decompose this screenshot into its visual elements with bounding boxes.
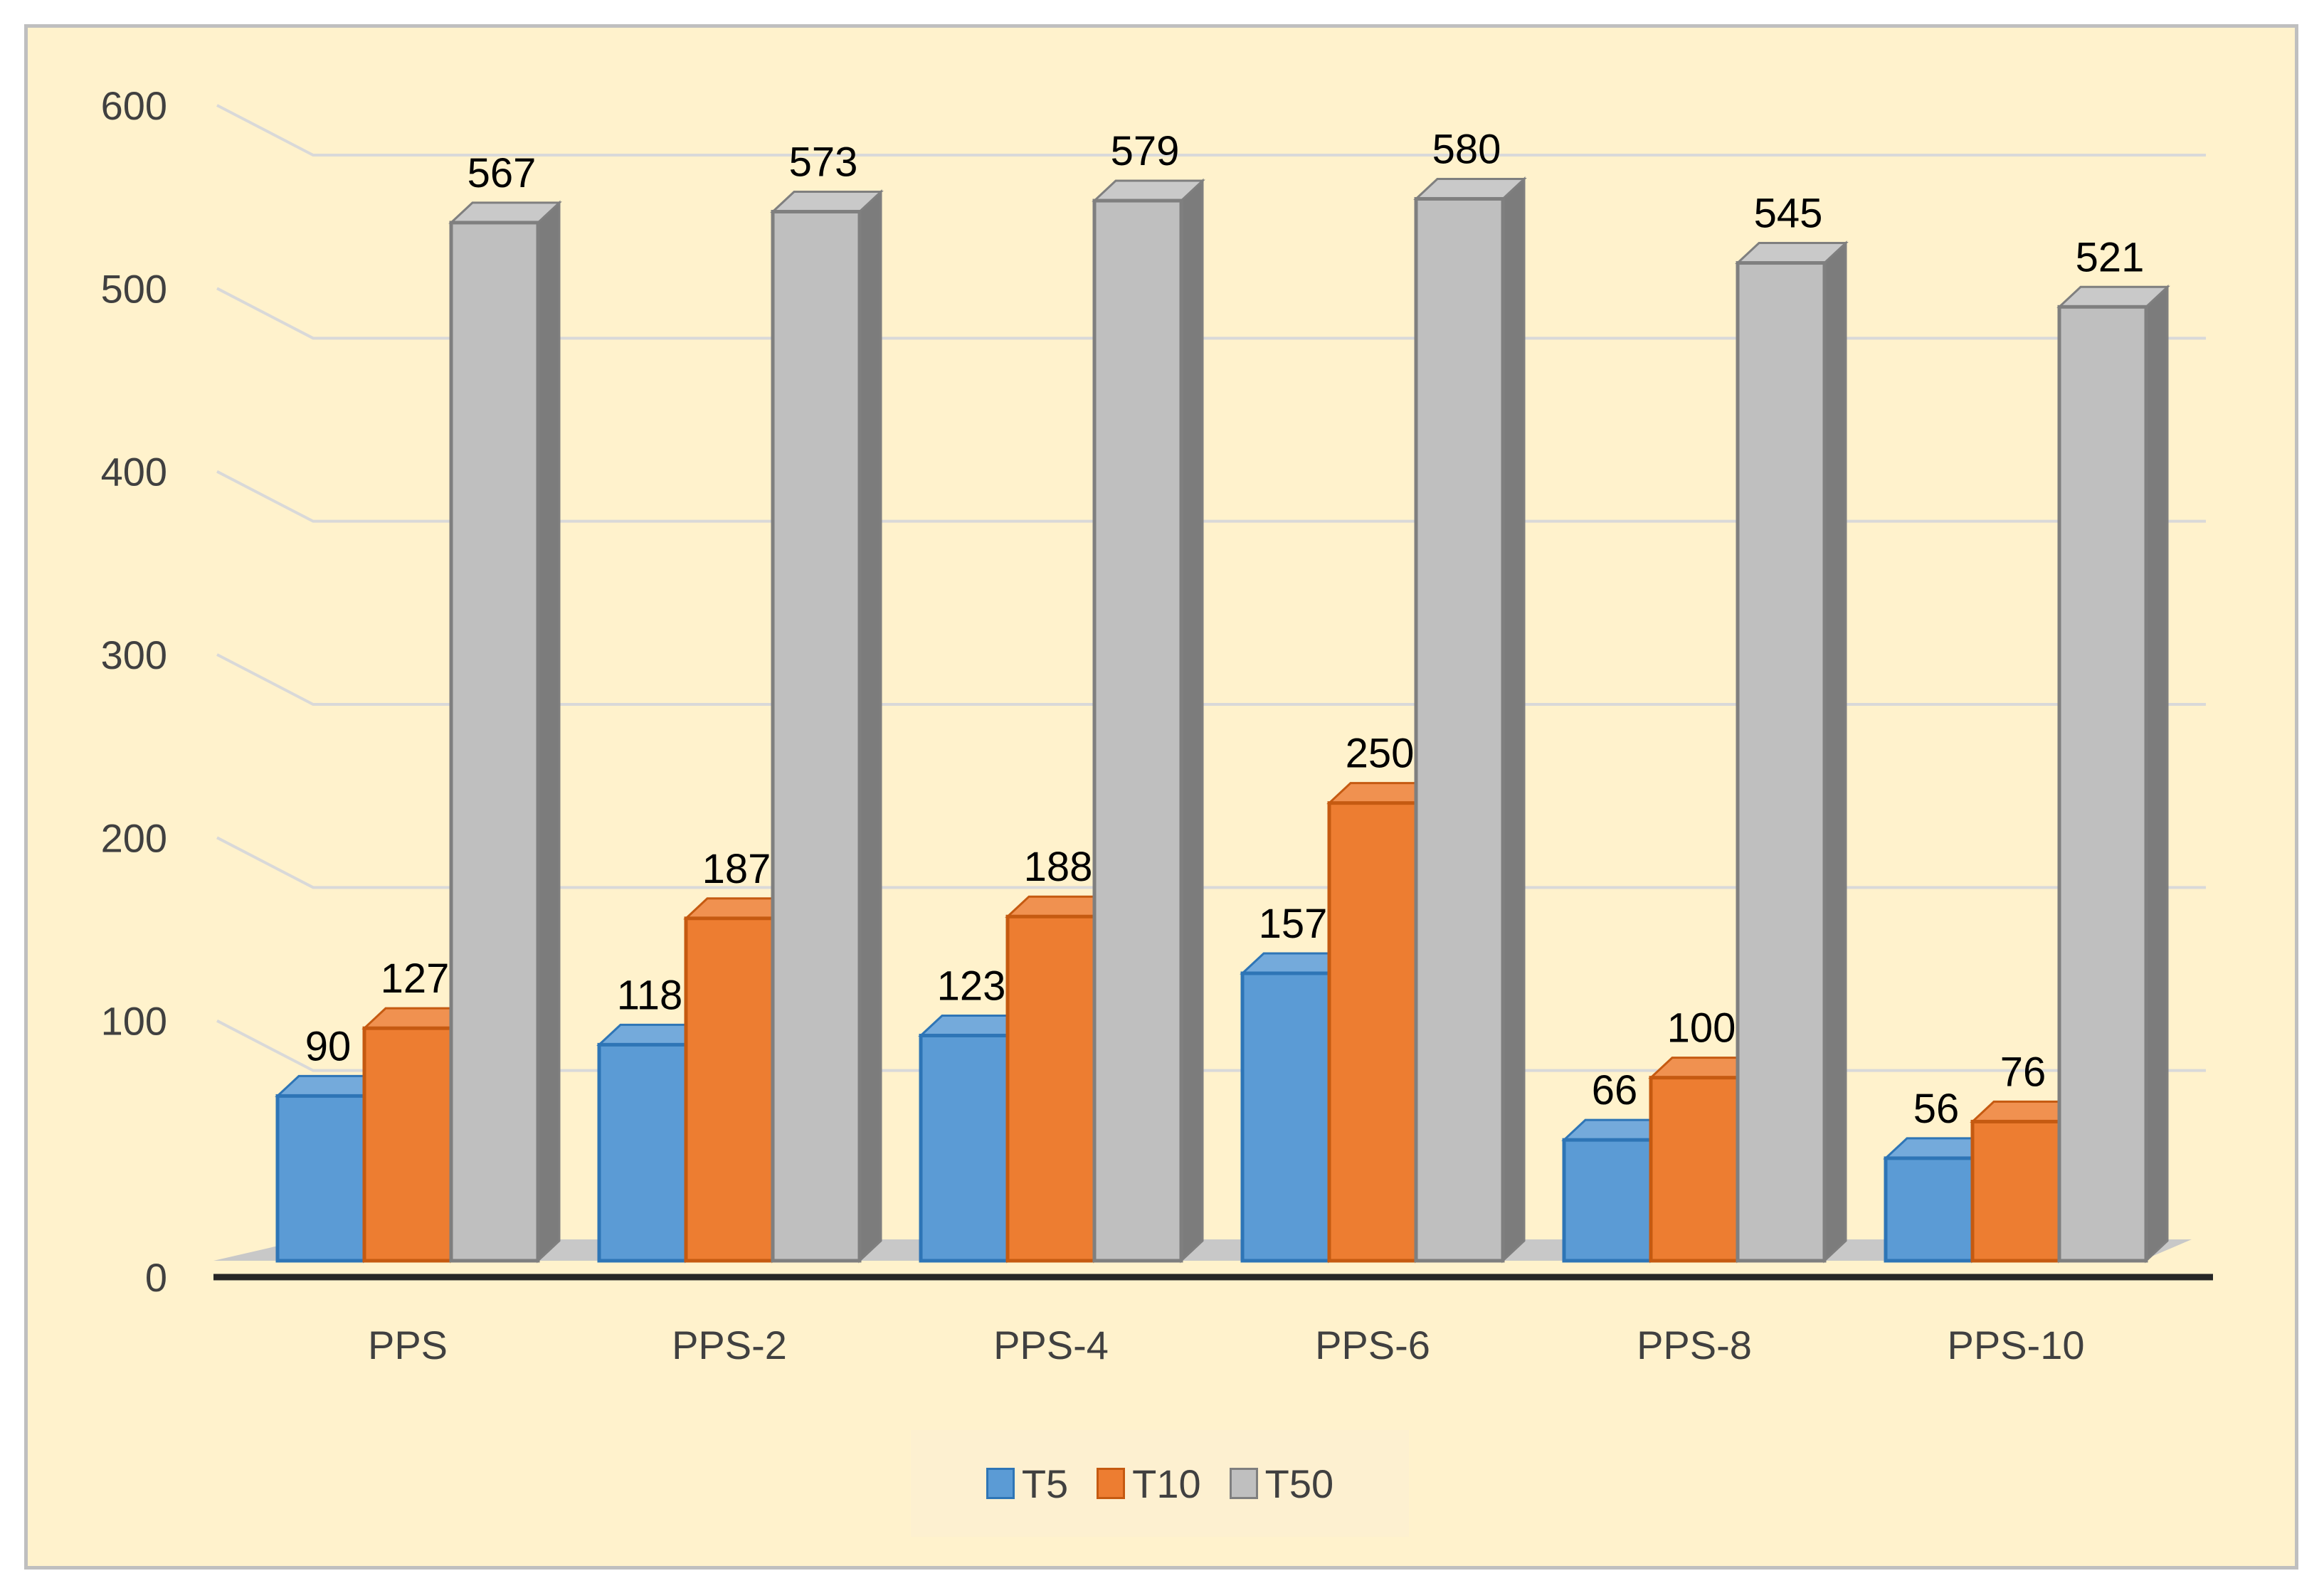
data-label-t5: 56 bbox=[1913, 1086, 1960, 1132]
bar-t50 bbox=[2057, 305, 2148, 1263]
bar-t5 bbox=[275, 1094, 366, 1263]
gridline bbox=[216, 104, 2206, 157]
gridline bbox=[216, 836, 2206, 889]
bar-t50 bbox=[1414, 196, 1505, 1263]
data-label-t10: 188 bbox=[1024, 844, 1093, 890]
bar-t10 bbox=[1005, 914, 1097, 1263]
data-label-t50: 580 bbox=[1432, 126, 1501, 172]
data-label-t10: 187 bbox=[702, 846, 771, 892]
gridline bbox=[216, 653, 2206, 706]
bar-side-t50 bbox=[858, 189, 882, 1264]
bar-side-t50 bbox=[1180, 178, 1204, 1264]
legend-item-t5: T5 bbox=[986, 1461, 1068, 1507]
legend-swatch-t5 bbox=[986, 1468, 1015, 1499]
bar-t10 bbox=[1649, 1076, 1740, 1263]
y-tick-label: 400 bbox=[101, 450, 167, 494]
bar-t10 bbox=[684, 916, 775, 1263]
y-tick-label: 300 bbox=[101, 633, 167, 677]
bar-t10 bbox=[362, 1026, 453, 1263]
data-label-t50: 521 bbox=[2076, 234, 2145, 280]
bar-t10 bbox=[1970, 1119, 2061, 1263]
bar-t5 bbox=[1884, 1156, 1975, 1263]
data-label-t10: 127 bbox=[381, 956, 450, 1002]
bar-side-t50 bbox=[2145, 284, 2169, 1264]
gridline bbox=[216, 1019, 2206, 1072]
data-label-t10: 250 bbox=[1346, 731, 1415, 777]
data-label-t50: 545 bbox=[1754, 191, 1823, 237]
legend-swatch-t10 bbox=[1097, 1468, 1126, 1499]
data-label-t5: 90 bbox=[305, 1023, 352, 1069]
legend-item-t10: T10 bbox=[1097, 1461, 1201, 1507]
y-tick-label: 200 bbox=[101, 815, 167, 860]
x-tick-label: PPS-6 bbox=[1315, 1323, 1430, 1367]
bar-t50 bbox=[1092, 199, 1183, 1263]
bar-t5 bbox=[919, 1033, 1010, 1263]
y-tick-label: 500 bbox=[101, 266, 167, 311]
legend-label-t50: T50 bbox=[1264, 1461, 1334, 1506]
x-tick-label: PPS-10 bbox=[1948, 1323, 2085, 1367]
y-tick-label: 0 bbox=[145, 1255, 167, 1300]
legend-swatch-t50 bbox=[1229, 1468, 1258, 1499]
bar-t5 bbox=[1562, 1138, 1653, 1263]
legend: T5 T10 T50 bbox=[911, 1430, 1409, 1537]
bar-side-t50 bbox=[1823, 240, 1847, 1264]
data-label-t10: 76 bbox=[2000, 1049, 2046, 1095]
legend-label-t5: T5 bbox=[1021, 1461, 1069, 1506]
bar-t10 bbox=[1327, 801, 1418, 1263]
x-tick-label: PPS bbox=[368, 1323, 448, 1367]
x-tick-label: PPS-8 bbox=[1637, 1323, 1752, 1367]
bar-t5 bbox=[597, 1042, 688, 1263]
bar-t50 bbox=[1736, 261, 1827, 1263]
y-tick-label: 100 bbox=[101, 999, 167, 1044]
data-label-t50: 567 bbox=[468, 150, 537, 196]
y-tick-label: 600 bbox=[101, 83, 167, 128]
data-label-t5: 118 bbox=[617, 972, 682, 1018]
bar-t5 bbox=[1240, 971, 1331, 1263]
x-tick-label: PPS-2 bbox=[672, 1323, 787, 1367]
legend-label-t10: T10 bbox=[1132, 1461, 1201, 1506]
bar-side-t50 bbox=[1501, 176, 1526, 1264]
legend-item-t50: T50 bbox=[1229, 1461, 1334, 1507]
gridline bbox=[216, 470, 2206, 523]
data-label-t50: 573 bbox=[789, 139, 858, 185]
data-label-t50: 579 bbox=[1111, 128, 1180, 174]
data-label-t5: 157 bbox=[1259, 901, 1328, 947]
data-label-t5: 66 bbox=[1592, 1067, 1638, 1113]
x-tick-label: PPS-4 bbox=[993, 1323, 1109, 1367]
gridline bbox=[216, 287, 2206, 340]
bar-side-t50 bbox=[537, 200, 561, 1264]
data-label-t10: 100 bbox=[1667, 1005, 1736, 1052]
data-label-t5: 123 bbox=[937, 963, 1006, 1009]
bar-t50 bbox=[771, 209, 862, 1263]
bar-t50 bbox=[449, 221, 540, 1263]
